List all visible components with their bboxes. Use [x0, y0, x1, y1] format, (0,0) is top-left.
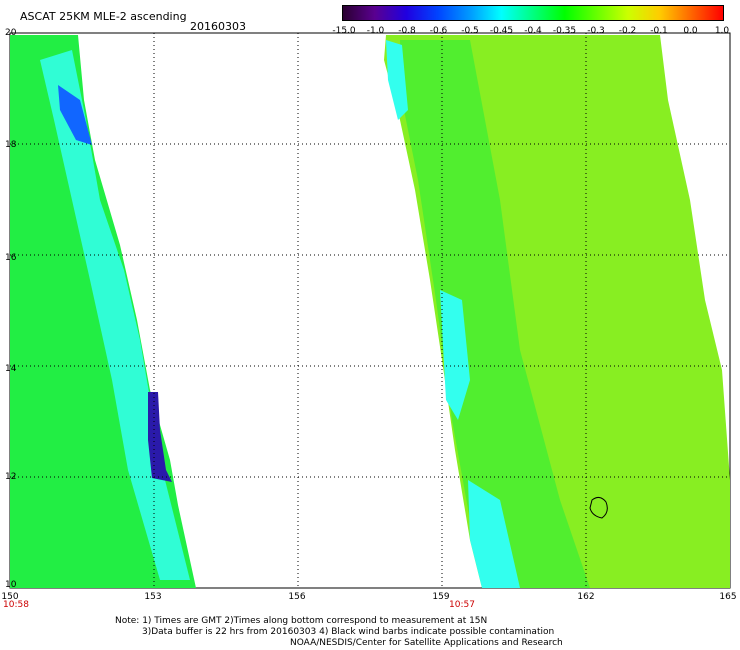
note-line-1: Note: 1) Times are GMT 2)Times along bot…: [115, 616, 488, 626]
colorbar-label: -0.1: [650, 26, 668, 36]
colorbar-label: -0.3: [587, 26, 605, 36]
map-title: ASCAT 25KM MLE-2 ascending: [20, 10, 187, 23]
map-date: 20160303: [190, 20, 246, 33]
pass-time-left: 10:58: [3, 600, 29, 610]
lat-tick-12: 12: [5, 472, 17, 482]
lat-tick-14: 14: [5, 364, 17, 374]
notes: Note: 1) Times are GMT 2)Times along bot…: [115, 616, 563, 649]
lon-tick-150: 150: [1, 592, 19, 602]
colorbar-label: -0.2: [618, 26, 637, 36]
lon-tick-159: 159: [432, 592, 450, 602]
swath-right-cyan-edge-top: [386, 40, 408, 120]
lon-tick-162: 162: [577, 592, 595, 602]
lat-tick-10: 10: [5, 580, 17, 590]
colorbar-label: -0.35: [552, 26, 577, 36]
colorbar-label: 1.0: [714, 26, 730, 36]
colorbar-label: -0.6: [429, 26, 448, 36]
lon-tick-165: 165: [719, 592, 737, 602]
colorbar-label: -1.0: [366, 26, 385, 36]
swath-left-violet-patch: [148, 392, 172, 482]
swath-right-cyan-edge-mid: [440, 290, 470, 420]
swath-left-blue-patch: [58, 85, 92, 145]
swath-right-cyan-edge-bottom: [468, 480, 520, 588]
contour-loop: [589, 496, 608, 519]
colorbar-label: -0.8: [398, 26, 416, 36]
colorbar-label: 0.0: [683, 26, 698, 36]
colorbar: [342, 5, 724, 21]
lat-tick-16: 16: [5, 253, 17, 263]
lon-tick-156: 156: [288, 592, 306, 602]
colorbar-label: -0.5: [461, 26, 479, 36]
colorbar-label: -0.4: [524, 26, 542, 36]
lat-tick-20: 20: [5, 28, 17, 38]
note-line-3: NOAA/NESDIS/Center for Satellite Applica…: [290, 638, 563, 648]
lat-tick-18: 18: [5, 140, 17, 150]
swath-right-green-band: [400, 40, 590, 588]
note-line-2: 3)Data buffer is 22 hrs from 20160303 4)…: [142, 627, 555, 637]
lon-tick-153: 153: [144, 592, 162, 602]
pass-time-right: 10:57: [449, 600, 475, 610]
colorbar-label: -15.0: [332, 26, 356, 36]
colorbar-label: -0.45: [489, 26, 514, 36]
